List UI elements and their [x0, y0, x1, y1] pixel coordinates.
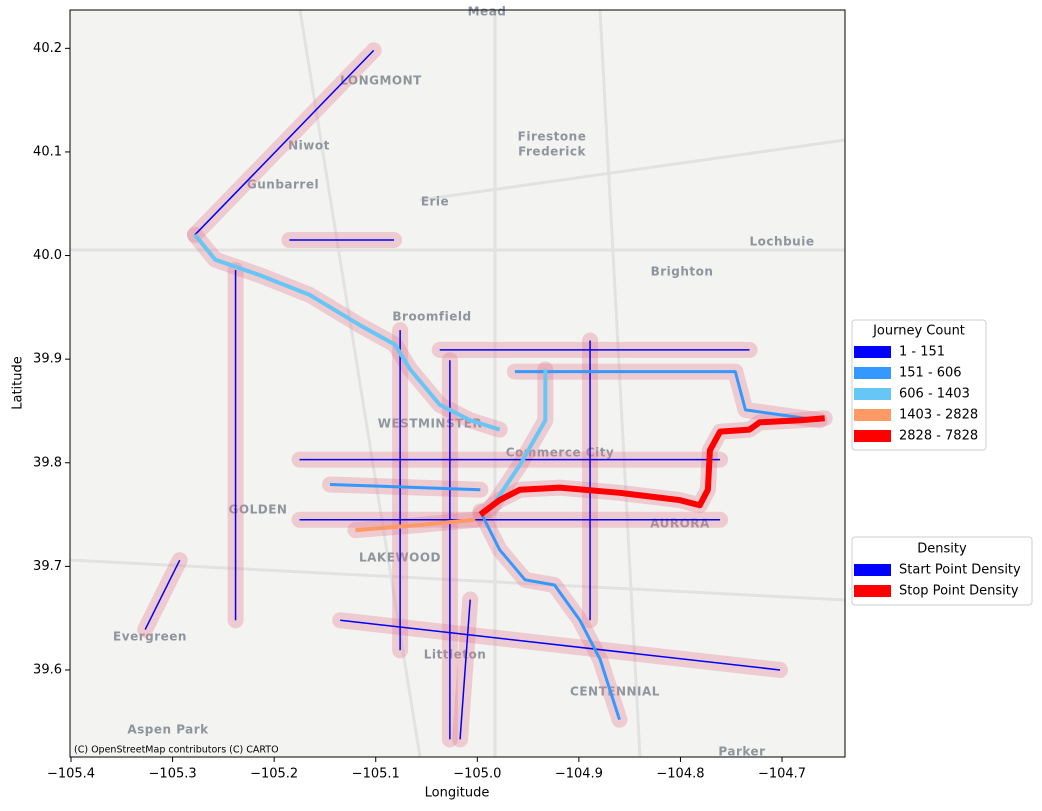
- legend-label: 1403 - 2828: [899, 408, 978, 423]
- route: [194, 49, 375, 236]
- y-axis-label: Latitude: [11, 356, 26, 410]
- legend-label: 606 - 1403: [899, 387, 970, 402]
- legend-label: 151 - 606: [899, 366, 962, 381]
- y-tick-label: 40.0: [33, 248, 62, 263]
- place-label: Niwot: [288, 139, 330, 153]
- place-label: Littleton: [424, 648, 487, 662]
- x-tick-label: −104.7: [758, 767, 806, 782]
- route: [355, 517, 476, 533]
- route: [478, 415, 825, 517]
- plot-frame: [69, 9, 846, 758]
- route: [340, 619, 781, 671]
- x-tick-label: −105.4: [47, 767, 95, 782]
- x-tick-label: −104.9: [555, 767, 603, 782]
- place-label: Firestone: [518, 130, 587, 144]
- legend-label: Start Point Density: [899, 563, 1021, 578]
- x-tick-label: −105.1: [352, 767, 400, 782]
- place-label: CENTENNIAL: [570, 685, 660, 699]
- route: [479, 510, 621, 721]
- place-label: Erie: [421, 195, 449, 209]
- route: [514, 370, 820, 422]
- x-tick-label: −104.8: [656, 767, 704, 782]
- place-label: Aspen Park: [127, 723, 209, 737]
- x-tick-label: −105.3: [149, 767, 197, 782]
- route: [487, 369, 548, 512]
- place-label: Evergreen: [113, 630, 187, 644]
- place-label: Gunbarrel: [247, 178, 319, 192]
- legend-label: 1 - 151: [899, 345, 945, 360]
- place-label: Frederick: [518, 145, 586, 159]
- y-tick-label: 39.7: [33, 559, 62, 574]
- legend-label: 2828 - 7828: [899, 429, 978, 444]
- legend-label: Stop Point Density: [899, 584, 1019, 599]
- y-tick-label: 40.2: [33, 41, 62, 56]
- legend-title: Density: [917, 542, 967, 557]
- place-label: Parker: [718, 745, 765, 759]
- x-tick-label: −105.0: [453, 767, 501, 782]
- y-tick-label: 39.8: [33, 455, 62, 470]
- x-axis-label: Longitude: [425, 786, 490, 801]
- place-label: Broomfield: [392, 310, 471, 324]
- basemap-roads: [69, 9, 846, 758]
- place-label: LONGMONT: [340, 74, 422, 88]
- legend-swatch: [854, 409, 891, 421]
- place-label: WESTMINSTER: [378, 417, 482, 431]
- place-label: Mead: [468, 5, 507, 19]
- place-label: Brighton: [651, 265, 714, 279]
- legend-title: Journey Count: [872, 324, 965, 339]
- attribution: (C) OpenStreetMap contributors (C) CARTO: [74, 745, 279, 756]
- route: [459, 599, 471, 740]
- y-tick-label: 39.6: [33, 662, 62, 677]
- density-legend: [851, 536, 1033, 606]
- y-tick-label: 40.1: [33, 144, 62, 159]
- route: [193, 233, 501, 432]
- route: [329, 483, 481, 492]
- legend-swatch: [854, 367, 891, 379]
- place-label: GOLDEN: [229, 503, 288, 517]
- y-tick-label: 39.9: [33, 352, 62, 367]
- x-tick-label: −105.2: [250, 767, 298, 782]
- legend-swatch: [854, 346, 891, 358]
- legend-swatch: [854, 564, 891, 576]
- legend-swatch: [854, 388, 891, 400]
- legend-swatch: [854, 430, 891, 442]
- route: [144, 559, 181, 630]
- legend-swatch: [854, 585, 891, 597]
- basemap: [70, 10, 845, 757]
- place-label: Commerce City: [506, 446, 615, 460]
- place-label: Lochbuie: [750, 235, 815, 249]
